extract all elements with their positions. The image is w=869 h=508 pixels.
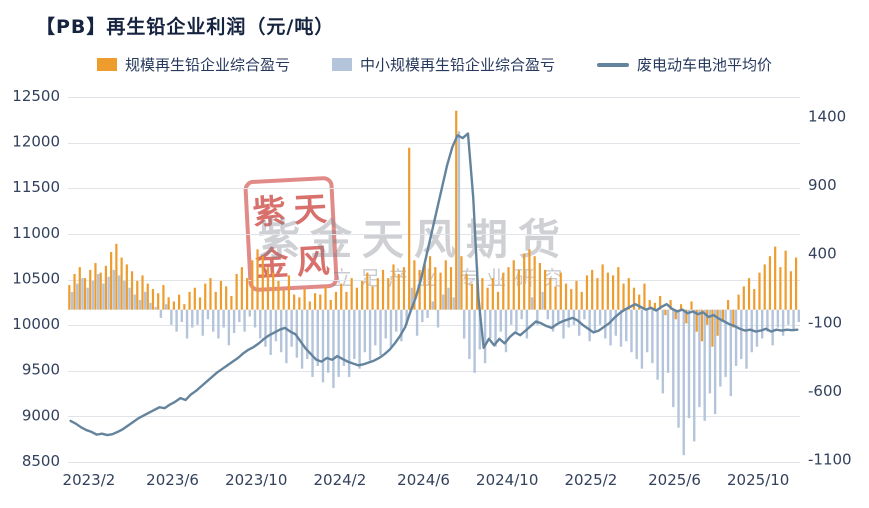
legend-label-battery-price: 废电动车电池平均价 xyxy=(637,56,773,74)
legend-label-large-scale-profit: 规模再生铅企业综合盈亏 xyxy=(124,56,290,74)
legend-item-large-scale-profit: 规模再生铅企业综合盈亏 xyxy=(96,54,290,75)
chart-title: 【PB】再生铅企业利润（元/吨） xyxy=(36,16,335,38)
legend-label-small-scale-profit: 中小规模再生铅企业综合盈亏 xyxy=(359,56,555,74)
legend-item-battery-price: 废电动车电池平均价 xyxy=(597,54,772,75)
legend: 规模再生铅企业综合盈亏 中小规模再生铅企业综合盈亏 废电动车电池平均价 xyxy=(0,54,869,75)
legend-swatch-orange-bar-icon xyxy=(96,58,117,71)
legend-swatch-line-icon xyxy=(597,62,629,67)
legend-swatch-blue-bar-icon xyxy=(331,58,352,71)
legend-item-small-scale-profit: 中小规模再生铅企业综合盈亏 xyxy=(331,54,555,75)
